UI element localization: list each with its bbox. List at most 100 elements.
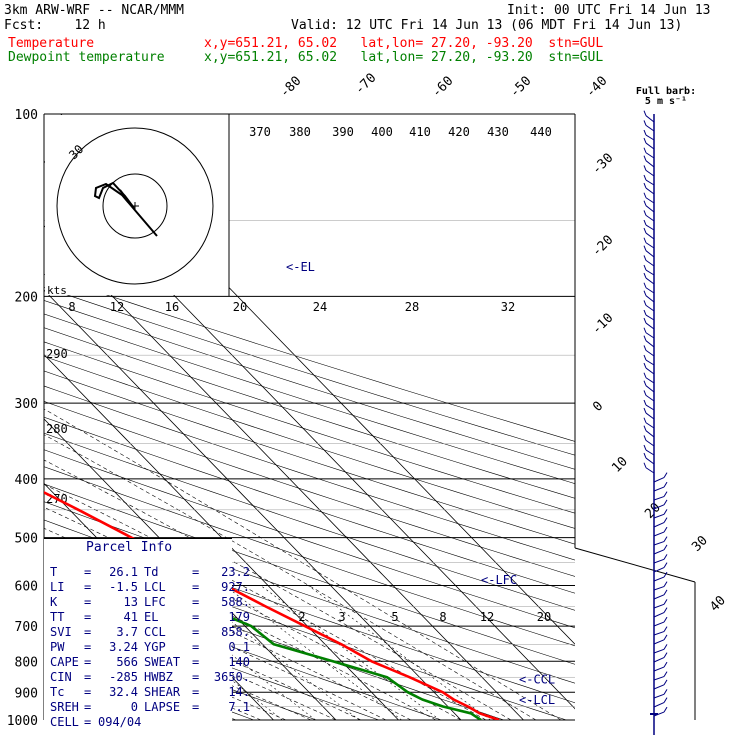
wind-barb — [653, 477, 665, 483]
isotherm-label: -10 — [589, 311, 616, 338]
isotherm-label: -20 — [589, 233, 616, 260]
wind-barb — [663, 589, 668, 596]
wind-barb — [643, 417, 647, 423]
parcel-info-row: LI = -1.5 LCL = 927. — [50, 581, 250, 593]
wind-barb — [645, 250, 655, 258]
wind-barb — [645, 367, 655, 375]
wind-barb — [645, 269, 655, 276]
wind-barb — [653, 558, 665, 564]
wind-barb — [645, 349, 655, 357]
wind-barb — [643, 462, 647, 468]
wind-barb — [663, 616, 668, 623]
dry-adiabat — [44, 483, 575, 665]
dry-adiabat — [44, 341, 575, 514]
parcel-param-equals: = — [84, 625, 92, 639]
wind-barb — [643, 362, 647, 369]
wind-barb — [645, 467, 655, 474]
ccl-label: <-CCL — [519, 673, 555, 687]
dry-adiabat — [44, 273, 575, 442]
dry-adiabat — [44, 432, 575, 611]
parcel-param-name: T — [50, 565, 58, 579]
temperature-legend-label: Temperature — [8, 36, 95, 51]
parcel-param-value: -1.5 — [109, 580, 138, 594]
isotherm-label: -40 — [583, 74, 610, 101]
wind-barb — [663, 599, 668, 605]
mixing-ratio-label-lower: 12 — [480, 610, 494, 624]
wind-barb — [653, 639, 665, 645]
wind-barb — [643, 425, 647, 431]
wind-barb — [643, 192, 647, 198]
wind-barb — [643, 174, 647, 181]
parcel-param-name: SREH — [50, 700, 79, 714]
theta-e-label: 380 — [289, 125, 311, 139]
wind-barb — [645, 359, 655, 366]
pressure-label: 1000 — [7, 714, 38, 729]
isotherm-line — [44, 418, 337, 720]
wind-barb — [645, 115, 655, 123]
wind-barb — [643, 165, 647, 171]
wind-barb — [663, 652, 668, 658]
parcel-info-panel — [44, 538, 232, 735]
wind-barb — [645, 134, 655, 141]
wind-barb — [653, 631, 665, 636]
wind-barb — [663, 671, 668, 677]
wind-barb — [653, 702, 665, 708]
parcel-param-value: 13 — [123, 595, 138, 609]
wind-barb — [653, 676, 665, 681]
wind-barb — [643, 444, 647, 451]
mixing-ratio-label: 28 — [405, 300, 419, 314]
wind-barb — [645, 169, 655, 177]
dry-adiabat — [44, 401, 575, 577]
wind-barb — [645, 124, 655, 132]
wind-barb — [663, 509, 668, 515]
parcel-param-equals: = — [192, 625, 200, 639]
parcel-param-value: 3.24 — [109, 640, 138, 654]
hodograph-background — [45, 115, 229, 295]
dry-adiabat — [44, 466, 575, 647]
isotherm-label: -30 — [589, 151, 616, 178]
parcel-info-row: SREH = 0 LAPSE = 7.1 — [50, 701, 250, 713]
parcel-param-equals: = — [84, 700, 92, 714]
forecast-hour: Fcst: 12 h — [4, 18, 106, 33]
wind-barb — [653, 693, 665, 699]
parcel-param-value: 0.1 — [228, 640, 250, 654]
wind-barb — [643, 399, 647, 406]
parcel-param-value: 179 — [228, 610, 250, 624]
parcel-param-equals: = — [84, 655, 92, 669]
mixing-ratio-label: 24 — [313, 300, 327, 314]
wind-barb — [645, 187, 655, 195]
parcel-param-equals: = — [192, 580, 200, 594]
wind-barb — [663, 472, 668, 478]
wind-barb — [653, 513, 665, 519]
wind-barb — [663, 536, 668, 542]
dry-adiabat — [44, 598, 380, 720]
parcel-info-row: SVI = 3.7 CCL = 858. — [50, 626, 250, 638]
parcel-param-name: PW — [50, 640, 65, 654]
dry-adiabat — [44, 286, 575, 456]
pressure-label: 200 — [15, 290, 38, 305]
parcel-param-name: SVI — [50, 625, 72, 639]
dry-adiabat — [44, 313, 575, 484]
parcel-param-equals: = — [192, 595, 200, 609]
wind-legend-title: Full barb: — [636, 86, 696, 97]
model-title: 3km ARW-WRF -- NCAR/MMM — [4, 3, 185, 18]
wind-barb — [663, 689, 668, 695]
parcel-param-equals: = — [84, 685, 92, 699]
parcel-info-row: K = 13 LFC = 588. — [50, 596, 250, 608]
parcel-info-title: Parcel Info — [86, 540, 173, 555]
mixing-ratio-label-lower: 5 — [391, 610, 398, 624]
theta-e-label: 420 — [448, 125, 470, 139]
wind-barb — [645, 449, 655, 456]
wind-barb — [643, 327, 647, 333]
isotherm-label: 10 — [609, 454, 631, 476]
wind-barb — [663, 571, 668, 578]
parcel-param-name: LAPSE — [144, 700, 181, 714]
wind-barb — [645, 412, 655, 420]
parcel-param-value: 7.1 — [228, 700, 250, 714]
parcel-info-row: CELL = 094/04 — [50, 716, 250, 728]
wind-barb — [653, 684, 665, 690]
parcel-param-name: CELL — [50, 715, 79, 729]
wind-barb — [643, 309, 647, 316]
mixing-ratio-label-lower: 8 — [439, 610, 446, 624]
parcel-param-value: 927. — [221, 580, 250, 594]
